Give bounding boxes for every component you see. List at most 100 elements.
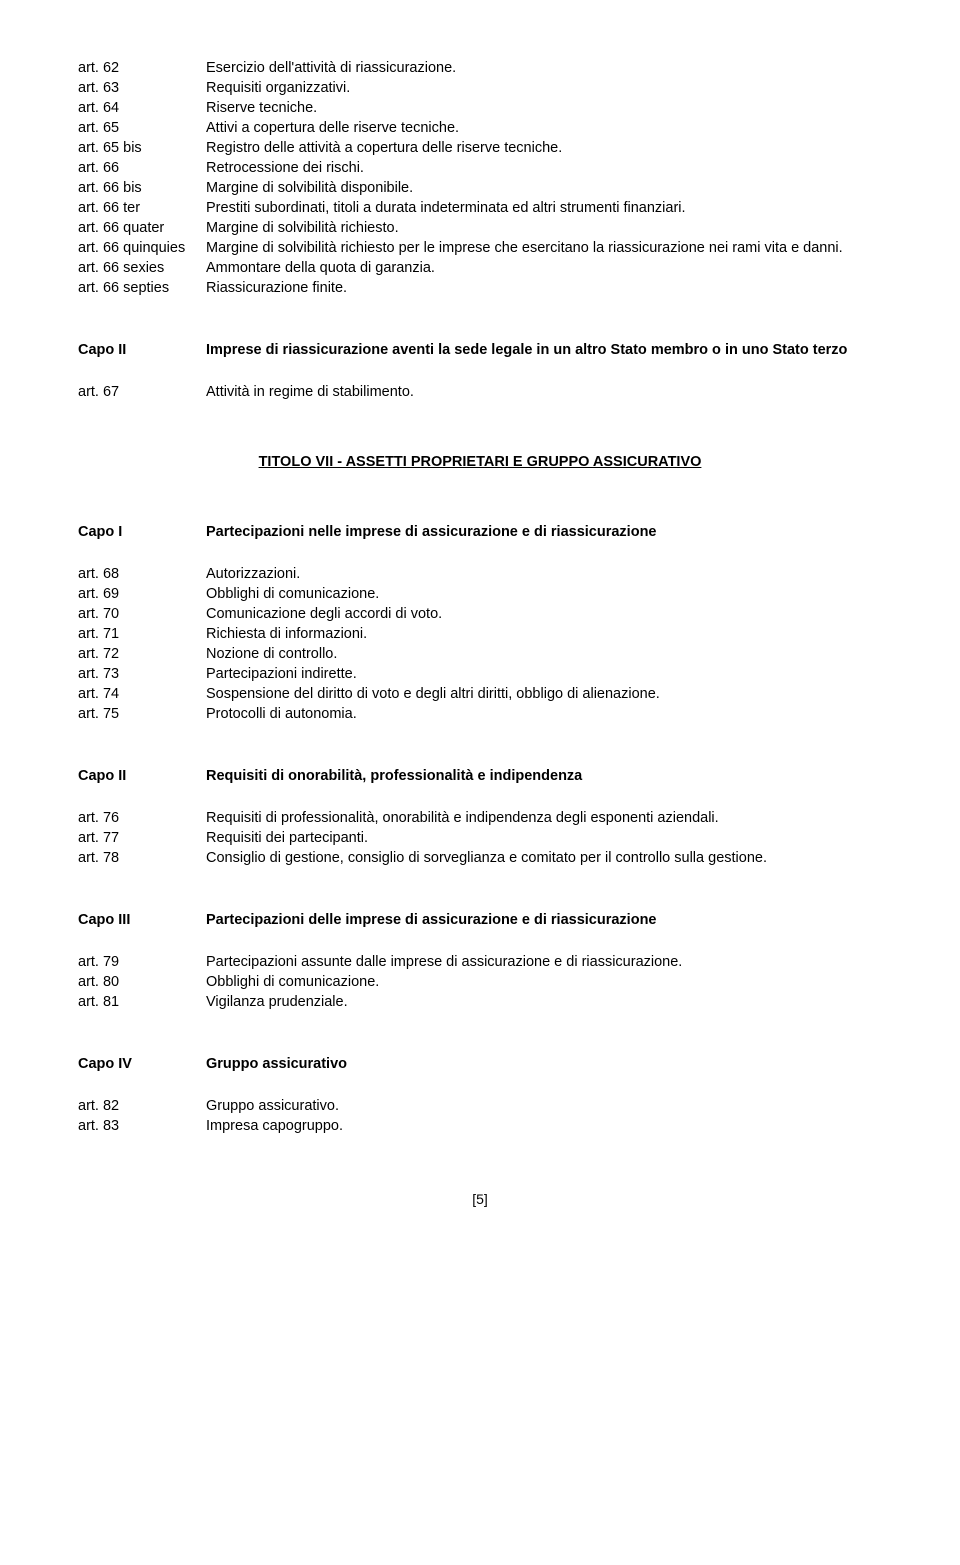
toc-label: art. 66 sexies <box>78 258 206 278</box>
toc-row: art. 82Gruppo assicurativo. <box>78 1096 882 1116</box>
toc-desc: Requisiti di onorabilità, professionalit… <box>206 766 882 786</box>
toc-row: Capo IIIPartecipazioni delle imprese di … <box>78 910 882 930</box>
toc-label: Capo III <box>78 910 206 930</box>
toc-row: art. 65Attivi a copertura delle riserve … <box>78 118 882 138</box>
toc-desc: Partecipazioni assunte dalle imprese di … <box>206 952 882 972</box>
toc-desc: Margine di solvibilità richiesto per le … <box>206 238 882 258</box>
toc-label: art. 66 bis <box>78 178 206 198</box>
toc-label: art. 63 <box>78 78 206 98</box>
toc-row: art. 67Attività in regime di stabiliment… <box>78 382 882 402</box>
toc-desc: Richiesta di informazioni. <box>206 624 882 644</box>
toc-desc: Retrocessione dei rischi. <box>206 158 882 178</box>
toc-label: art. 81 <box>78 992 206 1012</box>
toc-row: art. 66 quaterMargine di solvibilità ric… <box>78 218 882 238</box>
toc-desc: Registro delle attività a copertura dell… <box>206 138 882 158</box>
toc-label: art. 65 <box>78 118 206 138</box>
toc-row: art. 65 bisRegistro delle attività a cop… <box>78 138 882 158</box>
toc-label: art. 77 <box>78 828 206 848</box>
toc-desc: Ammontare della quota di garanzia. <box>206 258 882 278</box>
toc-label: Capo I <box>78 522 206 542</box>
toc-row: art. 66 sexiesAmmontare della quota di g… <box>78 258 882 278</box>
toc-row: art. 70Comunicazione degli accordi di vo… <box>78 604 882 624</box>
toc-desc: Comunicazione degli accordi di voto. <box>206 604 882 624</box>
toc-desc: Partecipazioni indirette. <box>206 664 882 684</box>
section-title: TITOLO VII - ASSETTI PROPRIETARI E GRUPP… <box>78 452 882 472</box>
toc-row: art. 83Impresa capogruppo. <box>78 1116 882 1136</box>
toc-row: Capo IPartecipazioni nelle imprese di as… <box>78 522 882 542</box>
toc-label: Capo II <box>78 766 206 786</box>
toc-row: Capo IIRequisiti di onorabilità, profess… <box>78 766 882 786</box>
toc-desc: Impresa capogruppo. <box>206 1116 882 1136</box>
toc-desc: Requisiti organizzativi. <box>206 78 882 98</box>
toc-row: art. 66 terPrestiti subordinati, titoli … <box>78 198 882 218</box>
toc-desc: Attivi a copertura delle riserve tecnich… <box>206 118 882 138</box>
toc-label: art. 65 bis <box>78 138 206 158</box>
toc-row: Capo IVGruppo assicurativo <box>78 1054 882 1074</box>
toc-row: art. 66 septiesRiassicurazione finite. <box>78 278 882 298</box>
toc-label: Capo IV <box>78 1054 206 1074</box>
toc-label: art. 66 quinquies <box>78 238 206 258</box>
toc-desc: Requisiti di professionalità, onorabilit… <box>206 808 882 828</box>
toc-desc: Partecipazioni delle imprese di assicura… <box>206 910 882 930</box>
toc-desc: Partecipazioni nelle imprese di assicura… <box>206 522 882 542</box>
toc-desc: Imprese di riassicurazione aventi la sed… <box>206 340 882 360</box>
toc-label: art. 72 <box>78 644 206 664</box>
toc-label: art. 66 <box>78 158 206 178</box>
toc-label: art. 66 ter <box>78 198 206 218</box>
toc-label: art. 71 <box>78 624 206 644</box>
toc-row: art. 75Protocolli di autonomia. <box>78 704 882 724</box>
toc-desc: Prestiti subordinati, titoli a durata in… <box>206 198 882 218</box>
toc-row: art. 66 bisMargine di solvibilità dispon… <box>78 178 882 198</box>
toc-desc: Nozione di controllo. <box>206 644 882 664</box>
toc-row: art. 78Consiglio di gestione, consiglio … <box>78 848 882 868</box>
toc-row: art. 68Autorizzazioni. <box>78 564 882 584</box>
toc-row: art. 79Partecipazioni assunte dalle impr… <box>78 952 882 972</box>
toc-label: art. 68 <box>78 564 206 584</box>
toc-desc: Sospensione del diritto di voto e degli … <box>206 684 882 704</box>
toc-row: art. 66Retrocessione dei rischi. <box>78 158 882 178</box>
toc-label: art. 66 septies <box>78 278 206 298</box>
toc-row: art. 72Nozione di controllo. <box>78 644 882 664</box>
toc-label: art. 64 <box>78 98 206 118</box>
toc-desc: Gruppo assicurativo <box>206 1054 882 1074</box>
toc-desc: Riassicurazione finite. <box>206 278 882 298</box>
toc-desc: Margine di solvibilità richiesto. <box>206 218 882 238</box>
toc-label: art. 62 <box>78 58 206 78</box>
toc-row: art. 73Partecipazioni indirette. <box>78 664 882 684</box>
toc-label: art. 79 <box>78 952 206 972</box>
toc-label: art. 76 <box>78 808 206 828</box>
toc-label: art. 75 <box>78 704 206 724</box>
toc-row: art. 64Riserve tecniche. <box>78 98 882 118</box>
toc-label: art. 74 <box>78 684 206 704</box>
toc-row: art. 66 quinquiesMargine di solvibilità … <box>78 238 882 258</box>
toc-label: art. 83 <box>78 1116 206 1136</box>
toc-row: art. 74Sospensione del diritto di voto e… <box>78 684 882 704</box>
toc-desc: Gruppo assicurativo. <box>206 1096 882 1116</box>
toc-row: Capo IIImprese di riassicurazione aventi… <box>78 340 882 360</box>
toc-row: art. 63Requisiti organizzativi. <box>78 78 882 98</box>
toc-row: art. 76Requisiti di professionalità, ono… <box>78 808 882 828</box>
toc-label: art. 78 <box>78 848 206 868</box>
toc-row: art. 77Requisiti dei partecipanti. <box>78 828 882 848</box>
toc-desc: Attività in regime di stabilimento. <box>206 382 882 402</box>
toc-row: art. 71Richiesta di informazioni. <box>78 624 882 644</box>
toc-label: art. 82 <box>78 1096 206 1116</box>
toc-desc: Esercizio dell'attività di riassicurazio… <box>206 58 882 78</box>
page-number: [5] <box>78 1190 882 1209</box>
toc-label: art. 80 <box>78 972 206 992</box>
toc-desc: Protocolli di autonomia. <box>206 704 882 724</box>
toc-desc: Autorizzazioni. <box>206 564 882 584</box>
toc-desc: Obblighi di comunicazione. <box>206 584 882 604</box>
toc-desc: Vigilanza prudenziale. <box>206 992 882 1012</box>
toc-desc: Requisiti dei partecipanti. <box>206 828 882 848</box>
toc-desc: Obblighi di comunicazione. <box>206 972 882 992</box>
toc-label: art. 70 <box>78 604 206 624</box>
toc-row: art. 69Obblighi di comunicazione. <box>78 584 882 604</box>
toc-desc: Consiglio di gestione, consiglio di sorv… <box>206 848 882 868</box>
toc-row: art. 81Vigilanza prudenziale. <box>78 992 882 1012</box>
toc-label: art. 73 <box>78 664 206 684</box>
toc-label: art. 66 quater <box>78 218 206 238</box>
toc-desc: Margine di solvibilità disponibile. <box>206 178 882 198</box>
toc-row: art. 80Obblighi di comunicazione. <box>78 972 882 992</box>
toc-row: art. 62Esercizio dell'attività di riassi… <box>78 58 882 78</box>
